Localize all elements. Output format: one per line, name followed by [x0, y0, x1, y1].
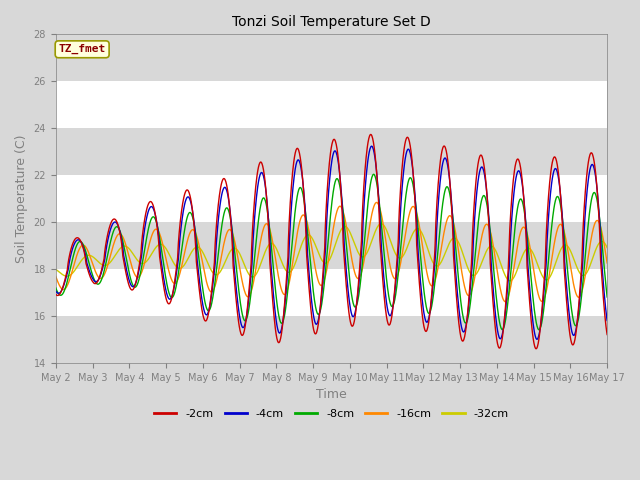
Legend: -2cm, -4cm, -8cm, -16cm, -32cm: -2cm, -4cm, -8cm, -16cm, -32cm — [150, 404, 513, 423]
Bar — [56, 222, 607, 269]
Bar — [56, 81, 607, 128]
Bar — [56, 269, 607, 316]
Y-axis label: Soil Temperature (C): Soil Temperature (C) — [15, 134, 28, 263]
Bar — [56, 316, 607, 363]
Title: Tonzi Soil Temperature Set D: Tonzi Soil Temperature Set D — [232, 15, 431, 29]
Bar — [56, 128, 607, 175]
Text: TZ_fmet: TZ_fmet — [58, 44, 106, 54]
Bar — [56, 35, 607, 81]
X-axis label: Time: Time — [316, 388, 347, 401]
Bar — [56, 175, 607, 222]
